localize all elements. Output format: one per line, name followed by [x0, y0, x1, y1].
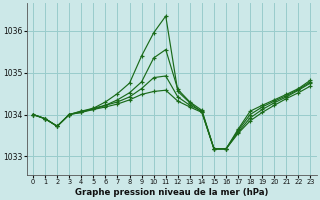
X-axis label: Graphe pression niveau de la mer (hPa): Graphe pression niveau de la mer (hPa) — [75, 188, 268, 197]
